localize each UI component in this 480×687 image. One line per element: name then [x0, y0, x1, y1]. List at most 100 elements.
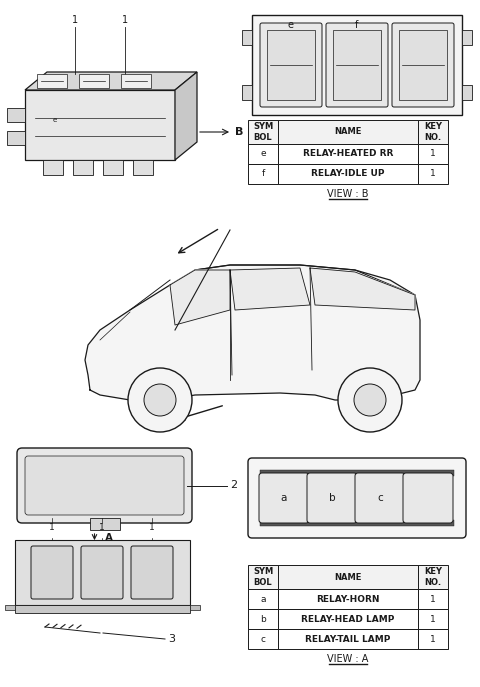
FancyBboxPatch shape	[248, 458, 466, 538]
Bar	[15, 540, 190, 605]
Bar	[260, 520, 454, 526]
Text: 2: 2	[230, 480, 237, 491]
Bar	[248, 144, 278, 164]
Text: RELAY-HEAD LAMP: RELAY-HEAD LAMP	[301, 614, 395, 624]
FancyBboxPatch shape	[307, 473, 357, 523]
Bar	[418, 565, 448, 589]
Bar	[462, 85, 472, 100]
FancyBboxPatch shape	[31, 546, 73, 599]
Text: VIEW : B: VIEW : B	[327, 189, 369, 199]
Bar	[103, 160, 123, 175]
Bar	[43, 160, 63, 175]
Text: A: A	[105, 533, 112, 543]
Bar	[7, 108, 25, 122]
Polygon shape	[25, 72, 197, 90]
Text: RELAY-TAIL LAMP: RELAY-TAIL LAMP	[305, 635, 391, 644]
Text: RELAY-HEATED RR: RELAY-HEATED RR	[303, 150, 393, 159]
FancyBboxPatch shape	[355, 473, 405, 523]
Text: RELAY-IDLE UP: RELAY-IDLE UP	[311, 170, 385, 179]
Bar	[79, 74, 109, 88]
Bar	[248, 565, 278, 589]
Text: SYM
BOL: SYM BOL	[253, 122, 273, 142]
Bar	[248, 120, 278, 144]
Bar	[242, 85, 252, 100]
Text: NAME: NAME	[334, 128, 362, 137]
Text: SYM
BOL: SYM BOL	[253, 567, 273, 587]
Bar	[7, 131, 25, 145]
Bar	[260, 470, 454, 476]
Bar	[333, 30, 381, 100]
Text: KEY
NO.: KEY NO.	[424, 122, 442, 142]
Polygon shape	[310, 268, 415, 310]
FancyBboxPatch shape	[25, 456, 184, 515]
Text: B: B	[235, 127, 243, 137]
Bar	[278, 144, 418, 164]
Text: 1: 1	[430, 170, 436, 179]
Bar	[418, 629, 448, 649]
Bar	[248, 589, 278, 609]
Bar	[89, 518, 120, 530]
Bar	[278, 120, 418, 144]
FancyBboxPatch shape	[17, 448, 192, 523]
Text: b: b	[260, 614, 266, 624]
Bar	[418, 609, 448, 629]
Text: 1: 1	[122, 15, 128, 25]
Polygon shape	[175, 72, 197, 160]
Bar	[462, 30, 472, 45]
Polygon shape	[230, 268, 310, 310]
Polygon shape	[170, 270, 230, 325]
Text: e: e	[53, 117, 57, 122]
Bar	[37, 74, 67, 88]
Bar	[25, 90, 175, 160]
Text: 1: 1	[99, 523, 105, 532]
Bar	[418, 144, 448, 164]
Bar	[267, 30, 315, 100]
Bar	[248, 164, 278, 184]
Bar	[278, 609, 418, 629]
Bar	[5, 605, 15, 610]
Bar	[252, 15, 462, 115]
Text: 1: 1	[430, 635, 436, 644]
Bar	[418, 164, 448, 184]
Text: RELAY-HORN: RELAY-HORN	[316, 594, 380, 603]
Bar	[190, 605, 200, 610]
Text: e: e	[288, 20, 294, 30]
Text: 1: 1	[430, 594, 436, 603]
Text: f: f	[262, 170, 264, 179]
Text: 1: 1	[72, 15, 78, 25]
Bar	[242, 30, 252, 45]
FancyBboxPatch shape	[259, 473, 309, 523]
Text: 3: 3	[168, 634, 175, 644]
Circle shape	[128, 368, 192, 432]
Polygon shape	[85, 265, 420, 400]
Bar	[278, 589, 418, 609]
Text: c: c	[261, 635, 265, 644]
Bar	[15, 605, 190, 613]
Bar	[248, 629, 278, 649]
Text: 1: 1	[149, 523, 155, 532]
Circle shape	[354, 384, 386, 416]
Bar	[278, 565, 418, 589]
Text: c: c	[377, 493, 383, 503]
Circle shape	[144, 384, 176, 416]
Bar	[278, 164, 418, 184]
Text: b: b	[329, 493, 336, 503]
Text: a: a	[281, 493, 287, 503]
FancyBboxPatch shape	[81, 546, 123, 599]
Bar	[278, 629, 418, 649]
FancyBboxPatch shape	[392, 23, 454, 107]
FancyBboxPatch shape	[131, 546, 173, 599]
Bar	[248, 609, 278, 629]
Bar	[73, 160, 93, 175]
Bar	[418, 120, 448, 144]
Circle shape	[338, 368, 402, 432]
Text: VIEW : A: VIEW : A	[327, 654, 369, 664]
Text: f: f	[355, 20, 359, 30]
Bar	[418, 589, 448, 609]
Bar	[121, 74, 151, 88]
Text: KEY
NO.: KEY NO.	[424, 567, 442, 587]
Text: NAME: NAME	[334, 572, 362, 581]
FancyBboxPatch shape	[260, 23, 322, 107]
Text: a: a	[260, 594, 266, 603]
Text: 1: 1	[430, 614, 436, 624]
